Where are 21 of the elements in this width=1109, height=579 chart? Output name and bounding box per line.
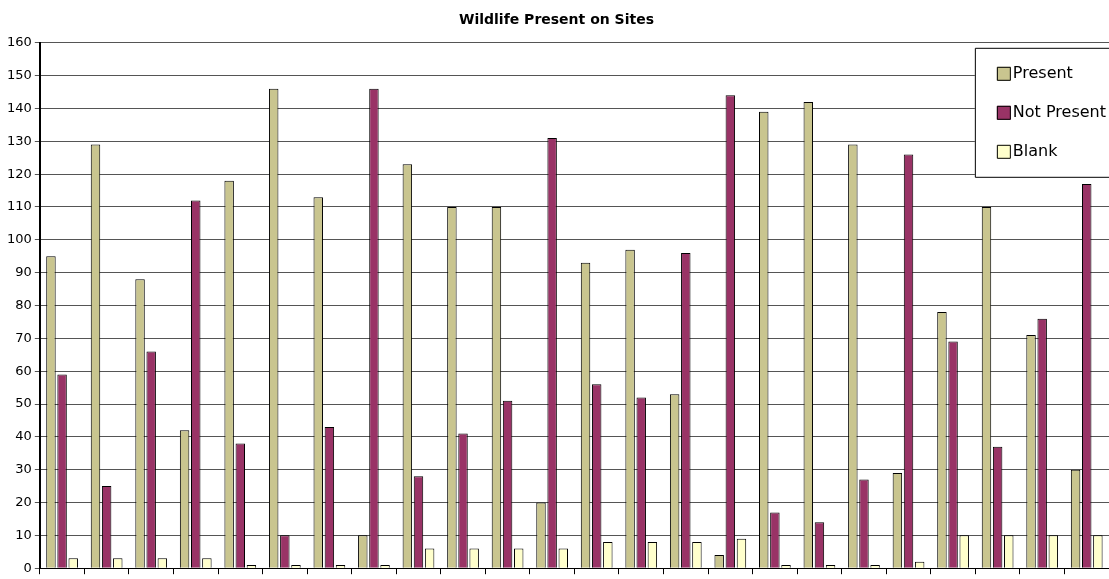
legend-label: Blank: [1012, 140, 1059, 160]
legend-label: Present: [1012, 62, 1073, 82]
y-tick-label: 80: [15, 296, 32, 312]
y-tick-label: 50: [15, 395, 32, 411]
y-tick-label: 150: [6, 67, 32, 83]
y-tick-label: 60: [15, 362, 32, 378]
chart-title: Wildlife Present on Sites: [458, 11, 655, 28]
y-tick-label: 110: [6, 198, 32, 214]
y-tick-label: 120: [6, 165, 32, 181]
y-tick-label: 160: [6, 34, 32, 50]
y-tick-label: 100: [6, 231, 32, 247]
y-tick-label: 40: [15, 428, 32, 444]
legend-label: Not Present: [1012, 101, 1107, 121]
y-tick-label: 10: [15, 526, 32, 542]
y-tick-label: 20: [15, 493, 32, 509]
y-tick-label: 90: [15, 264, 32, 280]
y-tick-label: 0: [23, 559, 32, 575]
y-tick-label: 130: [6, 132, 32, 148]
y-tick-label: 70: [15, 329, 32, 345]
y-tick-label: 140: [6, 99, 32, 115]
y-tick-label: 30: [15, 461, 32, 477]
